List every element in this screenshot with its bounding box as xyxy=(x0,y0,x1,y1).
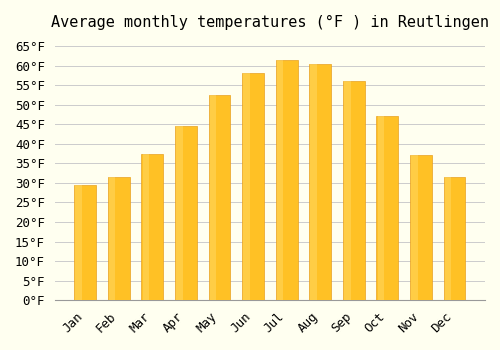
Bar xyxy=(411,155,418,300)
Bar xyxy=(142,154,149,300)
Bar xyxy=(210,95,216,300)
Bar xyxy=(343,81,364,300)
Bar xyxy=(444,177,452,300)
Bar xyxy=(444,177,466,300)
Bar xyxy=(109,177,116,300)
Bar xyxy=(175,126,197,300)
Bar xyxy=(74,185,96,300)
Title: Average monthly temperatures (°F ) in Reutlingen: Average monthly temperatures (°F ) in Re… xyxy=(51,15,489,30)
Bar xyxy=(410,155,432,300)
Bar xyxy=(310,64,331,300)
Bar xyxy=(376,116,398,300)
Bar xyxy=(378,116,384,300)
Bar xyxy=(277,60,283,300)
Bar xyxy=(344,81,350,300)
Bar xyxy=(276,60,297,300)
Bar xyxy=(76,185,82,300)
Bar xyxy=(310,64,317,300)
Bar xyxy=(142,154,164,300)
Bar xyxy=(176,126,182,300)
Bar xyxy=(244,74,250,300)
Bar xyxy=(208,95,231,300)
Bar xyxy=(108,177,130,300)
Bar xyxy=(242,74,264,300)
